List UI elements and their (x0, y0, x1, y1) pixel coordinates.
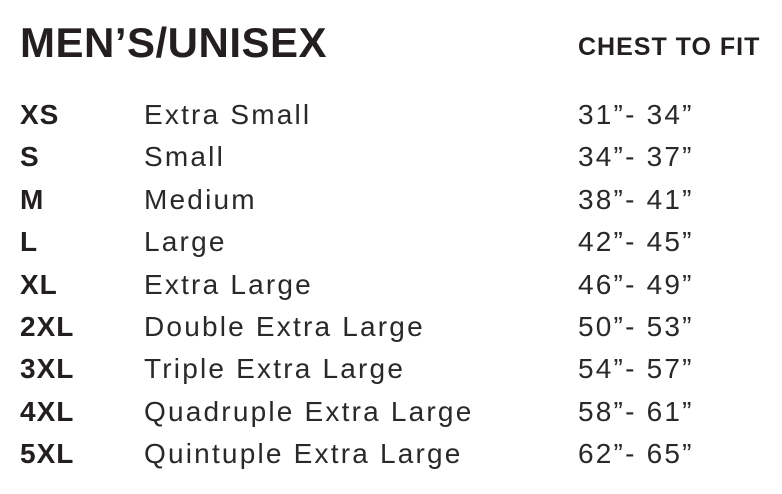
table-row: 2XL Double Extra Large 50”- 53” (0, 306, 782, 348)
chest-range: 50”- 53” (578, 310, 694, 342)
table-row: S Small 34”- 37” (0, 136, 782, 178)
size-name: Extra Small (144, 99, 312, 130)
size-name: Small (144, 141, 226, 173)
table-row: 4XL Quadruple Extra Large 58”- 61” (0, 391, 782, 433)
size-name: Medium (144, 183, 257, 215)
size-code: XS (20, 99, 60, 130)
size-code: L (20, 226, 39, 258)
table-row: 3XL Triple Extra Large 54”- 57” (0, 348, 782, 390)
size-code: 4XL (20, 395, 75, 427)
size-name: Extra Large (144, 268, 313, 300)
chest-range: 42”- 45” (578, 226, 694, 258)
size-name: Double Extra Large (144, 310, 425, 342)
size-table: XS Extra Small 31”- 34” S Small 34”- 37”… (0, 94, 782, 476)
chest-range: 31”- 34” (578, 99, 694, 130)
size-code: 2XL (20, 310, 75, 342)
chest-range: 58”- 61” (578, 395, 694, 427)
table-row: XS Extra Small 31”- 34” (0, 94, 782, 136)
chest-range: 54”- 57” (578, 353, 694, 385)
size-name: Large (144, 226, 227, 258)
chest-range: 62”- 65” (578, 438, 694, 470)
size-name: Triple Extra Large (144, 353, 406, 385)
table-row: L Large 42”- 45” (0, 221, 782, 263)
chest-range: 34”- 37” (578, 141, 694, 173)
chest-range: 46”- 49” (578, 268, 694, 300)
chest-range: 38”- 41” (578, 183, 694, 215)
table-row: XL Extra Large 46”- 49” (0, 264, 782, 306)
size-code: 5XL (20, 438, 75, 470)
page-title: MEN’S/UNISEX (20, 19, 328, 66)
table-row: M Medium 38”- 41” (0, 179, 782, 221)
size-code: S (20, 141, 40, 173)
chest-to-fit-column-header: CHEST TO FIT (578, 33, 761, 61)
size-name: Quadruple Extra Large (144, 395, 474, 427)
size-name: Quintuple Extra Large (144, 438, 463, 470)
size-code: 3XL (20, 353, 75, 385)
table-row: 5XL Quintuple Extra Large 62”- 65” (0, 433, 782, 475)
size-code: XL (20, 268, 58, 300)
size-code: M (20, 183, 45, 215)
